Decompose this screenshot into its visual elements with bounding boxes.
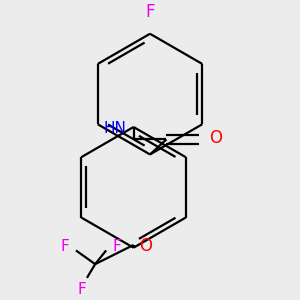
Text: F: F [113,239,122,254]
Text: HN: HN [104,121,127,136]
Text: F: F [77,282,86,297]
Text: O: O [209,129,222,147]
Text: F: F [61,239,69,254]
Text: O: O [140,237,153,255]
Text: F: F [145,3,155,21]
